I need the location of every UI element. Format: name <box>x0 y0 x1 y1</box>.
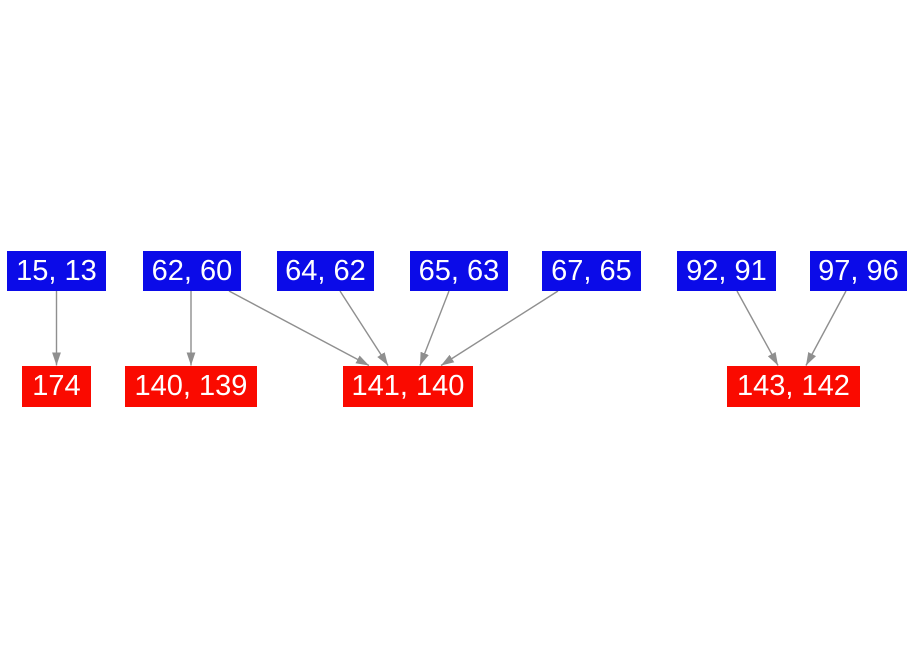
graph-node-source: 65, 63 <box>410 251 508 291</box>
graph-node-source: 92, 91 <box>677 251 776 291</box>
graph-node-source: 67, 65 <box>542 251 641 291</box>
graph-node-target: 174 <box>22 366 91 407</box>
edge-arrow <box>805 290 847 366</box>
graph-node-source: 97, 96 <box>810 251 907 291</box>
graph-node-source: 62, 60 <box>143 251 241 291</box>
edge-arrow <box>736 290 779 366</box>
graph-node-target: 140, 139 <box>125 366 257 407</box>
graph-node-target: 141, 140 <box>343 366 473 407</box>
edge-arrow <box>228 290 370 367</box>
graph-node-source: 15, 13 <box>7 251 106 291</box>
edge-arrow <box>419 290 450 366</box>
graph-node-source: 64, 62 <box>277 251 374 291</box>
graph-node-target: 143, 142 <box>727 366 860 407</box>
edge-arrow <box>339 290 389 366</box>
edge-arrow <box>440 290 559 367</box>
